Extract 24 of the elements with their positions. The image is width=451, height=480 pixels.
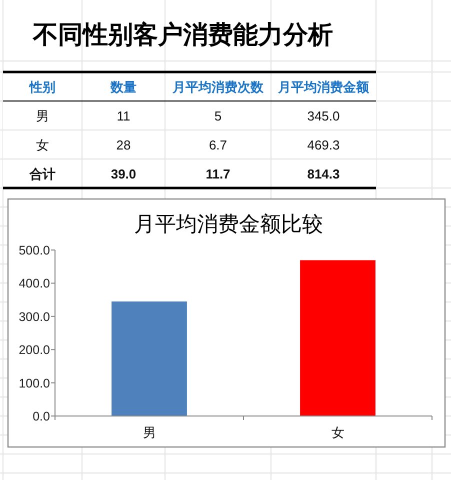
y-tick-label: 500.0: [18, 244, 50, 258]
text: 39.0: [110, 166, 136, 182]
y-tick-label: 300.0: [18, 310, 50, 324]
y-tick-label: 200.0: [18, 343, 50, 358]
category-label: 月平均消费次数: [172, 80, 264, 94]
chart-title: 月平均消费金额比较: [134, 212, 323, 236]
text: 11.7: [206, 166, 230, 182]
category-label: 性别: [28, 80, 56, 94]
y-tick-label: 0.0: [32, 410, 50, 424]
text: 28: [116, 138, 131, 152]
text: 11: [116, 108, 130, 124]
text: 不同性别客户消费能力分析: [32, 21, 333, 49]
y-tick-label: 400.0: [18, 276, 50, 291]
y-tick-label: 100.0: [18, 376, 50, 390]
text: 814.3: [307, 166, 340, 182]
category-label: 数量: [110, 80, 136, 94]
text: 女: [36, 138, 49, 152]
text: 469.3: [307, 138, 340, 152]
text: 345.0: [307, 108, 340, 124]
text: 5: [214, 108, 222, 124]
text: 合计: [30, 166, 56, 182]
category-label: 月平均消费金额: [277, 80, 370, 94]
text: 6.7: [208, 138, 228, 152]
text: 男: [36, 108, 49, 124]
